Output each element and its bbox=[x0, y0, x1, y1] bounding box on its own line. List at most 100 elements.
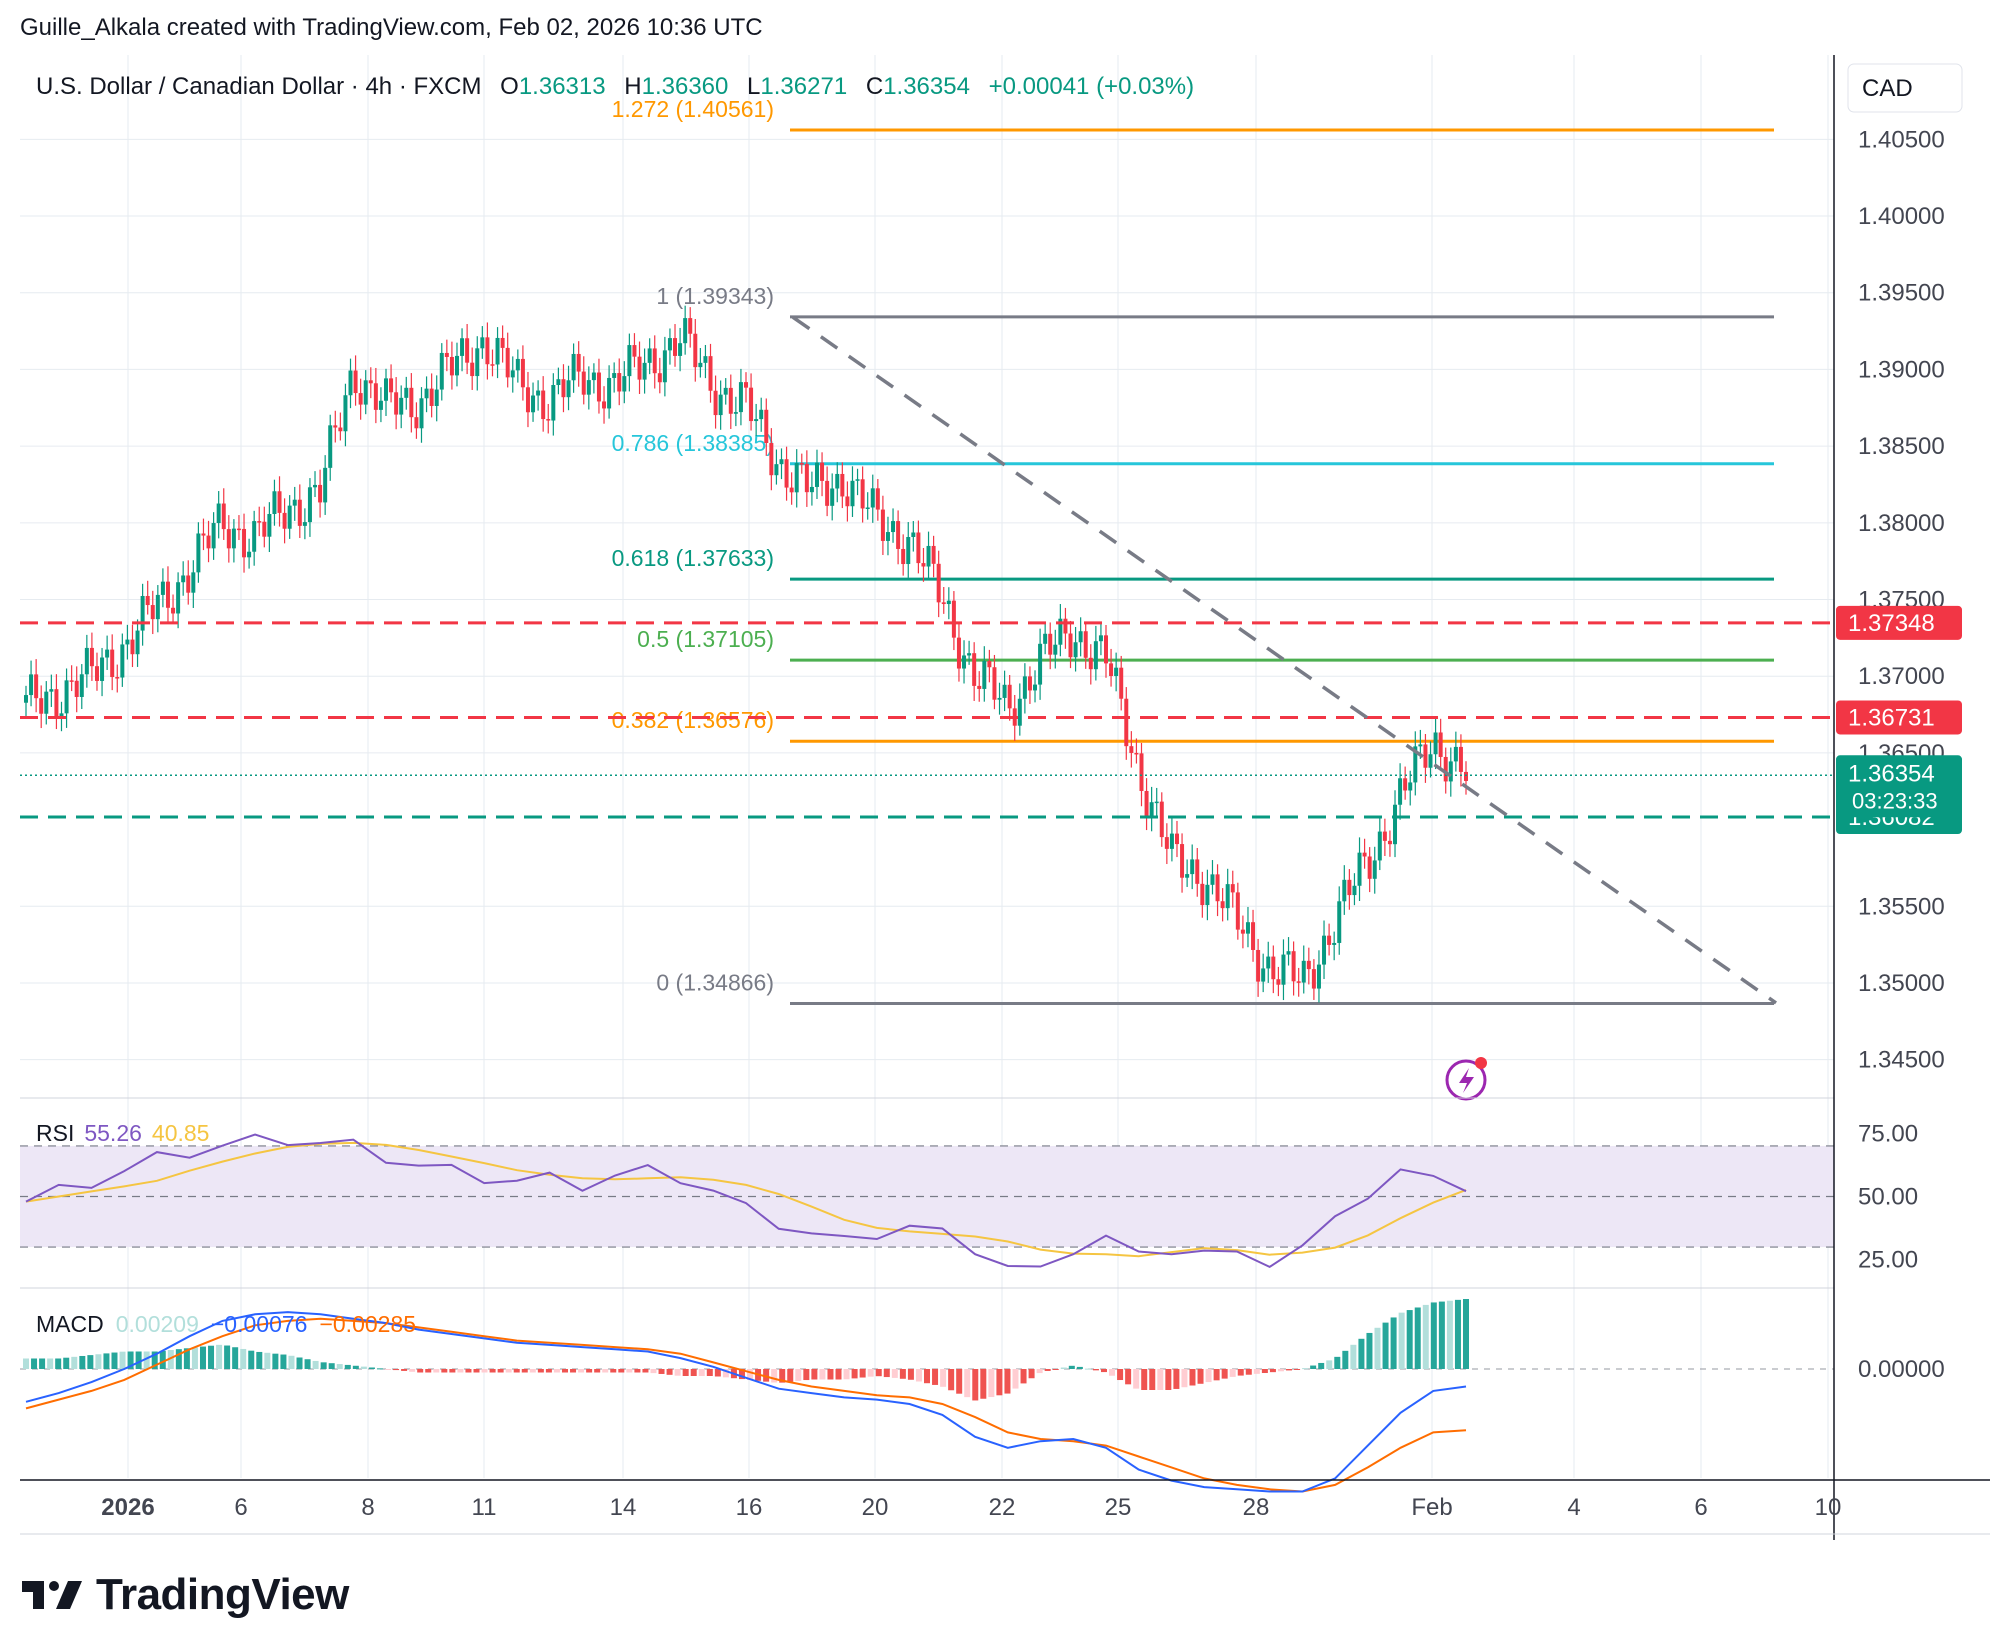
candle-body bbox=[1109, 663, 1114, 677]
rsi-pane[interactable]: RSI 55.26 40.85 75.00 50.00 25.00 bbox=[20, 1097, 1918, 1274]
candle-body bbox=[1352, 885, 1357, 896]
macd-histogram-bar bbox=[368, 1367, 375, 1369]
candle-body bbox=[723, 387, 728, 395]
candle-body bbox=[962, 655, 967, 669]
candle-body bbox=[946, 600, 951, 605]
fib-level-label: 0.382 (1.36576) bbox=[612, 707, 774, 733]
candle-body bbox=[1174, 833, 1179, 845]
time-tick: 10 bbox=[1815, 1494, 1842, 1521]
macd-histogram-bar bbox=[1060, 1367, 1067, 1369]
candle-body bbox=[916, 532, 921, 564]
candle-body bbox=[49, 689, 54, 692]
macd-histogram-bar bbox=[272, 1353, 279, 1369]
candle-body bbox=[1281, 954, 1286, 985]
candle-body bbox=[1098, 635, 1103, 642]
macd-histogram-bar bbox=[1165, 1369, 1172, 1390]
candle-body bbox=[896, 521, 901, 549]
candle-body bbox=[830, 488, 835, 506]
macd-histogram-bar bbox=[240, 1348, 247, 1369]
candle-body bbox=[982, 661, 987, 689]
candle-body bbox=[171, 607, 176, 614]
candle-body bbox=[368, 380, 373, 384]
candle-body bbox=[54, 689, 59, 718]
macd-histogram-bar bbox=[1438, 1301, 1445, 1369]
candle-body bbox=[1144, 790, 1149, 818]
macd-histogram-bar bbox=[1141, 1369, 1148, 1390]
macd-histogram-bar bbox=[851, 1369, 858, 1379]
open-value: 1.36313 bbox=[519, 73, 606, 100]
candle-body bbox=[652, 348, 657, 374]
currency-box[interactable] bbox=[1847, 63, 1963, 113]
candle-body bbox=[39, 698, 44, 714]
candle-body bbox=[1428, 754, 1433, 768]
macd-histogram-bar bbox=[23, 1358, 29, 1369]
candle-body bbox=[323, 467, 328, 503]
time-tick: 28 bbox=[1243, 1494, 1270, 1521]
macd-histogram-bar bbox=[964, 1369, 971, 1398]
candle-body bbox=[186, 575, 191, 593]
high-value: 1.36360 bbox=[642, 73, 729, 100]
macd-histogram-bar bbox=[956, 1369, 963, 1394]
time-tick: 22 bbox=[989, 1494, 1016, 1521]
candle-body bbox=[1022, 676, 1027, 699]
candle-body bbox=[485, 337, 490, 365]
rsi-ma-line bbox=[25, 1141, 1467, 1258]
candle-body bbox=[536, 390, 541, 396]
macd-histogram-bar bbox=[1221, 1369, 1228, 1379]
macd-histogram-bar bbox=[320, 1362, 327, 1369]
macd-histogram-bar bbox=[401, 1369, 408, 1371]
candle-body bbox=[1256, 949, 1261, 982]
macd-histogram-bar bbox=[199, 1346, 206, 1369]
macd-histogram-bar bbox=[1197, 1369, 1204, 1384]
candle-body bbox=[1124, 698, 1129, 747]
candle-body bbox=[1149, 802, 1154, 818]
candle-body bbox=[1337, 901, 1342, 943]
candle-body bbox=[389, 378, 394, 393]
candle-body bbox=[1215, 874, 1220, 902]
last-price-box bbox=[1836, 755, 1962, 818]
candle-body bbox=[353, 370, 358, 394]
macd-histogram-bar bbox=[409, 1369, 416, 1372]
candle-body bbox=[698, 362, 703, 368]
macd-histogram-bar bbox=[932, 1369, 939, 1385]
macd-pane[interactable]: MACD 0.00209 −0.00076 −0.00285 0.00000 bbox=[20, 1287, 1945, 1493]
candle-body bbox=[728, 387, 733, 414]
flash-icon-bolt bbox=[1459, 1068, 1474, 1093]
time-tick: 11 bbox=[472, 1494, 497, 1521]
candle-body bbox=[1403, 778, 1408, 791]
macd-histogram-bar bbox=[747, 1369, 754, 1380]
candle-body bbox=[145, 595, 150, 606]
macd-histogram-bar bbox=[216, 1344, 223, 1369]
candle-body bbox=[384, 378, 388, 401]
candle-body bbox=[1413, 746, 1418, 783]
candle-body bbox=[744, 382, 748, 388]
macd-histogram-bar bbox=[698, 1369, 705, 1376]
candle-body bbox=[1088, 657, 1093, 670]
candle-body bbox=[1154, 801, 1159, 804]
candle-body bbox=[1002, 684, 1007, 698]
macd-histogram-bar bbox=[1028, 1369, 1035, 1379]
macd-histogram-bar bbox=[1398, 1312, 1405, 1369]
candles-layer bbox=[24, 305, 1468, 1003]
macd-histogram-bar bbox=[1430, 1302, 1437, 1369]
macd-histogram-bar bbox=[690, 1369, 697, 1376]
candle-body bbox=[576, 353, 581, 372]
tradingview-logo[interactable]: TradingView bbox=[22, 1570, 349, 1620]
candle-body bbox=[414, 417, 419, 429]
candle-body bbox=[586, 380, 591, 395]
candle-body bbox=[358, 393, 363, 405]
rsi-legend: RSI 55.26 40.85 bbox=[36, 1120, 209, 1146]
candle-body bbox=[236, 528, 241, 531]
candle-body bbox=[1230, 884, 1235, 893]
candle-body bbox=[1068, 633, 1073, 658]
macd-histogram-bar bbox=[1286, 1369, 1293, 1371]
candle-body bbox=[424, 388, 429, 399]
macd-histogram-bar bbox=[248, 1350, 255, 1369]
macd-histogram-bar bbox=[1213, 1369, 1220, 1381]
macd-histogram-bar bbox=[779, 1369, 786, 1383]
macd-histogram-bar bbox=[1117, 1369, 1124, 1381]
candle-body bbox=[247, 551, 252, 558]
candle-body bbox=[34, 674, 39, 699]
candle-body bbox=[1225, 884, 1230, 909]
